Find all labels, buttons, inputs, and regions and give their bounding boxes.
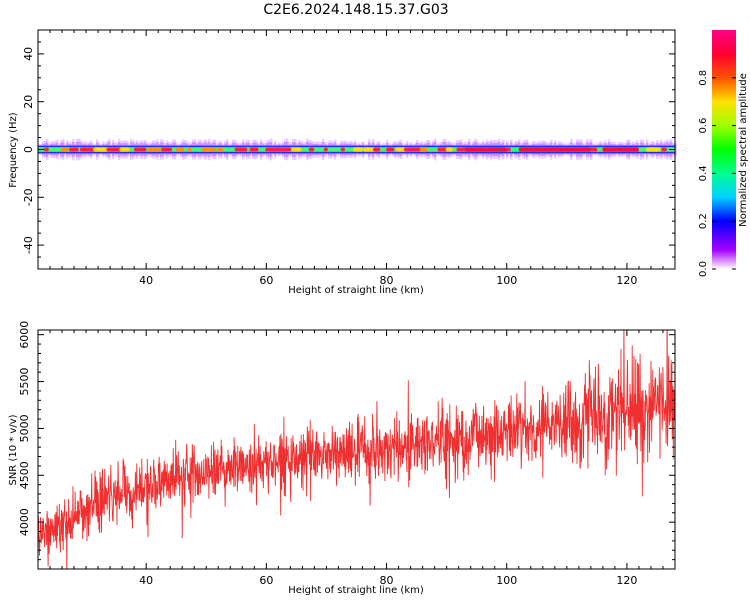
spectrogram-xtick-label: 80 <box>380 274 394 287</box>
spectrogram-peak-segment <box>69 147 79 152</box>
snr-ytick-label: 4500 <box>18 461 31 489</box>
spectrogram-peak-segment <box>217 147 224 152</box>
colorbar-ticks: 0.0 0.2 0.4 0.6 0.8 <box>698 70 736 277</box>
spectrogram-peak-segment <box>273 147 292 152</box>
spectrogram-peak-segment <box>419 147 428 152</box>
spectrogram-ylabel: Frequency (Hz) <box>8 112 19 188</box>
spectrogram-peak-segment <box>437 147 448 152</box>
colorbar-label: Normalized spectral amplitude <box>738 73 749 227</box>
spectrogram-peak-segment <box>308 147 315 152</box>
spectrogram-peak-segment <box>119 147 130 152</box>
snr-xlabel: Height of straight line (km) <box>288 585 424 596</box>
spectrogram-plot-area <box>38 138 677 161</box>
spectrogram-peak-segment <box>234 147 248 152</box>
spectrogram-peak-segment <box>372 147 381 152</box>
spectrogram-xtick-label: 120 <box>616 274 637 287</box>
spectrogram-ytick-label: -40 <box>22 236 35 254</box>
colorbar-tick-label: 0.4 <box>698 165 709 181</box>
spectrogram-ytick-label: 40 <box>22 47 35 61</box>
snr-ytick-label: 5000 <box>18 414 31 442</box>
snr-xtick-label: 80 <box>380 574 394 587</box>
spectrogram-peak-segment <box>44 147 49 152</box>
spectrogram-xtick-label: 60 <box>259 274 273 287</box>
spectrogram-peak-segment <box>161 147 173 152</box>
spectrogram-peak-segment <box>645 147 661 152</box>
spectrogram-panel: 40 60 80 100 120 -40 -20 0 20 40 Height of straig… <box>8 29 677 296</box>
snr-ticks: 40 60 80 100 120 4000 4500 5000 5500 6000 <box>18 321 676 587</box>
spectrogram-ytick-label: 0 <box>22 146 35 153</box>
colorbar: 0.0 0.2 0.4 0.6 0.8 Normalized spectral ampl… <box>698 30 749 277</box>
figure-title: C2E6.2024.148.15.37.G03 <box>263 2 448 18</box>
spectrogram-peak-segment <box>290 147 302 152</box>
spectrogram-peak-segment <box>187 147 192 152</box>
snr-xtick-label: 40 <box>139 574 153 587</box>
snr-xtick-label: 60 <box>259 574 273 587</box>
snr-frame <box>37 329 676 570</box>
spectrogram-peak-segment <box>340 147 345 152</box>
colorbar-tick-label: 0.6 <box>698 118 709 134</box>
snr-xtick-label: 100 <box>496 574 517 587</box>
spectrogram-ytick-label: 20 <box>22 95 35 109</box>
spectrogram-peak-segment <box>386 147 395 152</box>
spectrogram-ytick-label: -20 <box>22 188 35 206</box>
spectrogram-peak-segment <box>265 147 276 152</box>
snr-panel: 40 60 80 100 120 4000 4500 5000 5500 6000 Height … <box>8 321 676 596</box>
colorbar-tick-label: 0.2 <box>698 213 709 229</box>
spectrogram-peak-segment <box>602 147 639 152</box>
colorbar-tick-label: 0.8 <box>698 70 709 86</box>
spectrogram-peak-segment <box>353 147 363 152</box>
spectrogram-peak-segment <box>79 147 96 152</box>
spectrogram-peak-segment <box>403 147 421 152</box>
spectrogram-peak-segment <box>133 147 147 152</box>
snr-series-line <box>38 330 675 569</box>
spectrogram-xtick-label: 100 <box>496 274 517 287</box>
spectrogram-frame <box>37 29 676 270</box>
snr-ytick-label: 4000 <box>18 508 31 536</box>
spectrogram-peak-segment <box>323 147 328 152</box>
colorbar-tick-label: 0.0 <box>698 261 709 277</box>
spectrogram-peak-segment <box>175 147 185 152</box>
spectrogram-peak-segment <box>445 147 453 152</box>
spectrogram-peak-segment <box>201 147 217 152</box>
snr-ytick-label: 6000 <box>18 321 31 349</box>
spectrogram-peak-segment <box>661 147 667 152</box>
spectrogram-xtick-label: 40 <box>139 274 153 287</box>
spectrogram-peak-segment <box>93 147 111 152</box>
snr-ylabel: SNR (10 * v/v) <box>8 414 19 485</box>
spectrogram-peak-segment <box>249 147 259 152</box>
spectrogram-peak-segment <box>106 147 123 152</box>
spectrogram-peak-segment <box>60 147 69 152</box>
snr-xtick-label: 120 <box>616 574 637 587</box>
spectrogram-peak-segment <box>147 147 161 152</box>
snr-ytick-label: 5500 <box>18 368 31 396</box>
spectrogram-xlabel: Height of straight line (km) <box>288 285 424 296</box>
spectrogram-peak-segment <box>464 147 507 152</box>
colorbar-gradient <box>712 30 736 269</box>
spectrogram-peak-segment <box>518 147 591 152</box>
